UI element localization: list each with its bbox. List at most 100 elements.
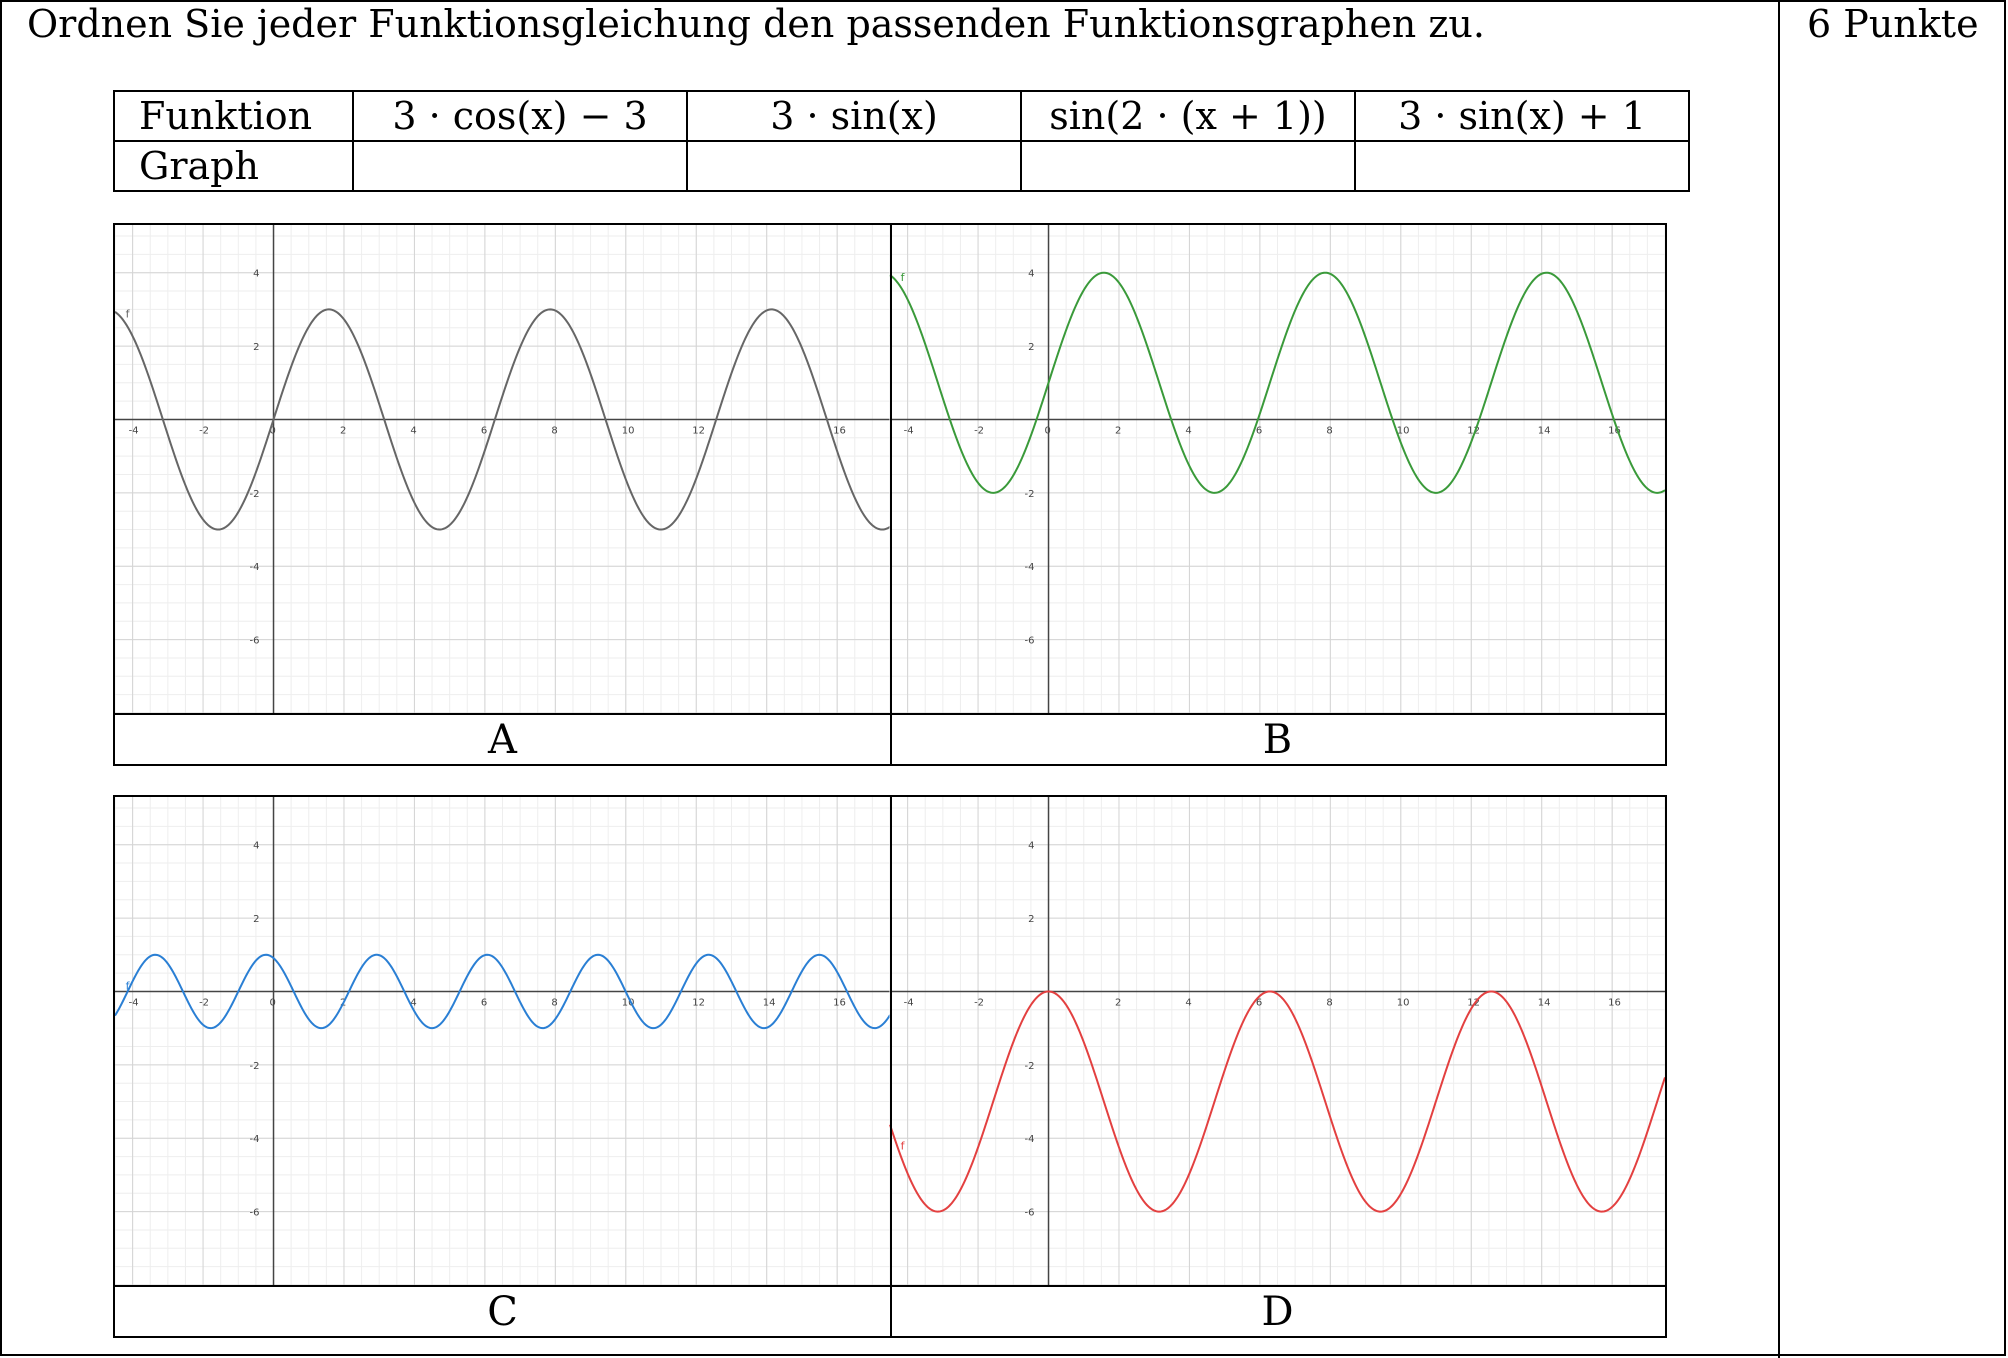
label-row: A B [115,713,1665,766]
function-curve [115,953,891,1030]
function-cell: sin(2 · (x + 1)) [1020,90,1356,142]
x-tick-label: 8 [551,425,557,436]
y-tick-label: -2 [1025,489,1035,500]
function-cell: 3 · sin(x) [686,90,1022,142]
x-tick-label: 6 [1256,425,1262,436]
graph-label-d: D [1261,1289,1294,1335]
x-tick-label: 8 [551,997,557,1008]
x-tick-label: 4 [1185,425,1191,436]
graph-label-a: A [488,717,517,763]
x-tick-label: 16 [1608,425,1621,436]
x-tick-label: -4 [129,997,139,1008]
x-tick-label: 0 [1045,425,1051,436]
y-tick-label: -6 [250,1208,260,1219]
x-tick-label: 12 [692,997,705,1008]
y-tick-label: -2 [250,489,260,500]
x-tick-label: 6 [481,997,487,1008]
curve-label: f [901,271,906,284]
graph-answer-cell[interactable] [686,140,1022,192]
y-tick-label: -6 [1025,1208,1035,1219]
panel-divider [890,225,892,764]
function-curve [889,271,1665,494]
y-tick-label: 2 [1028,914,1034,925]
y-tick-label: 2 [253,914,259,925]
graph-row-label: Graph [113,140,354,192]
x-tick-label: 14 [1538,425,1551,436]
y-tick-label: -4 [250,1134,260,1145]
y-tick-label: -6 [1025,636,1035,647]
graph-answer-cell[interactable] [352,140,688,192]
label-row: C D [115,1285,1665,1338]
y-tick-label: -6 [250,636,260,647]
curve-label: f [901,1140,906,1153]
graph-answer-cell[interactable] [1354,140,1690,192]
graph-answer-cell[interactable] [1020,140,1356,192]
x-tick-label: 6 [1256,997,1262,1008]
function-cell: 3 · sin(x) + 1 [1354,90,1690,142]
x-tick-label: 14 [763,997,776,1008]
y-tick-label: 2 [1028,342,1034,353]
y-tick-label: -4 [250,562,260,573]
x-tick-label: 10 [1397,997,1410,1008]
graph-row: Graph [113,140,1690,192]
function-curve [115,308,891,531]
x-tick-label: 10 [622,997,635,1008]
x-tick-label: 12 [1467,997,1480,1008]
x-tick-label: -2 [974,997,984,1008]
y-tick-label: 2 [253,342,259,353]
x-tick-label: 2 [1115,425,1121,436]
x-tick-label: 10 [622,425,635,436]
points-label: 6 Punkte [1807,2,1979,46]
points-column-divider [1778,0,1780,1358]
x-tick-label: -2 [199,425,209,436]
x-tick-label: 12 [692,425,705,436]
x-tick-label: 4 [1185,997,1191,1008]
curve-label: f [126,980,131,993]
x-tick-label: 2 [1115,997,1121,1008]
plots-top: -4 -2 0 2 4 6 8 10 12 16 4 2 -2 -4 -6 f -4 -2 0 2 4 6 8 10 12 14… [115,225,1665,713]
graph-label-c: C [487,1289,518,1335]
graphs-panel-bottom: -4 -2 0 2 4 6 8 10 12 14 16 4 2 -2 -4 -6 f -4 -2 2 4 6 8 10 12 1… [113,795,1667,1338]
y-tick-label: -4 [1025,1134,1035,1145]
graph-b-plot: -4 -2 0 2 4 6 8 10 12 14 16 4 2 -2 -4 -6 f [889,225,1665,713]
assignment-table: Funktion 3 · cos(x) − 3 3 · sin(x) sin(2… [113,90,1690,192]
panel-divider [890,797,892,1336]
x-tick-label: -4 [904,997,914,1008]
function-curve [889,990,1665,1213]
x-tick-label: 12 [1467,425,1480,436]
x-tick-label: 0 [270,997,276,1008]
y-tick-label: -2 [250,1061,260,1072]
graph-a-plot: -4 -2 0 2 4 6 8 10 12 16 4 2 -2 -4 -6 f [115,225,891,713]
plots-bottom: -4 -2 0 2 4 6 8 10 12 14 16 4 2 -2 -4 -6 f -4 -2 2 4 6 8 10 12 1… [115,797,1665,1285]
x-tick-label: -4 [129,425,139,436]
x-tick-label: 10 [1397,425,1410,436]
x-tick-label: 4 [410,997,416,1008]
x-tick-label: -2 [199,997,209,1008]
y-tick-label: 4 [1028,269,1034,280]
x-tick-label: 14 [1538,997,1551,1008]
function-row-label: Funktion [113,90,354,142]
x-tick-label: 8 [1326,425,1332,436]
x-tick-label: 16 [1608,997,1621,1008]
x-tick-label: 0 [270,425,276,436]
y-tick-label: -4 [1025,562,1035,573]
x-tick-label: -4 [904,425,914,436]
function-row: Funktion 3 · cos(x) − 3 3 · sin(x) sin(2… [113,90,1690,142]
graphs-panel-top: -4 -2 0 2 4 6 8 10 12 16 4 2 -2 -4 -6 f -4 -2 0 2 4 6 8 10 12 14… [113,223,1667,766]
x-tick-label: 16 [833,425,846,436]
y-tick-label: 4 [253,269,259,280]
y-tick-label: 4 [1028,841,1034,852]
x-tick-label: 2 [340,425,346,436]
task-text: Ordnen Sie jeder Funktionsgleichung den … [27,2,1485,46]
x-tick-label: 4 [410,425,416,436]
x-tick-label: 8 [1326,997,1332,1008]
x-tick-label: 16 [833,997,846,1008]
graph-d-plot: -4 -2 2 4 6 8 10 12 14 16 4 2 -2 -4 -6 f [889,797,1665,1285]
x-tick-label: -2 [974,425,984,436]
graph-label-b: B [1262,717,1293,763]
curve-label: f [126,308,131,321]
function-cell: 3 · cos(x) − 3 [352,90,688,142]
x-tick-label: 6 [481,425,487,436]
